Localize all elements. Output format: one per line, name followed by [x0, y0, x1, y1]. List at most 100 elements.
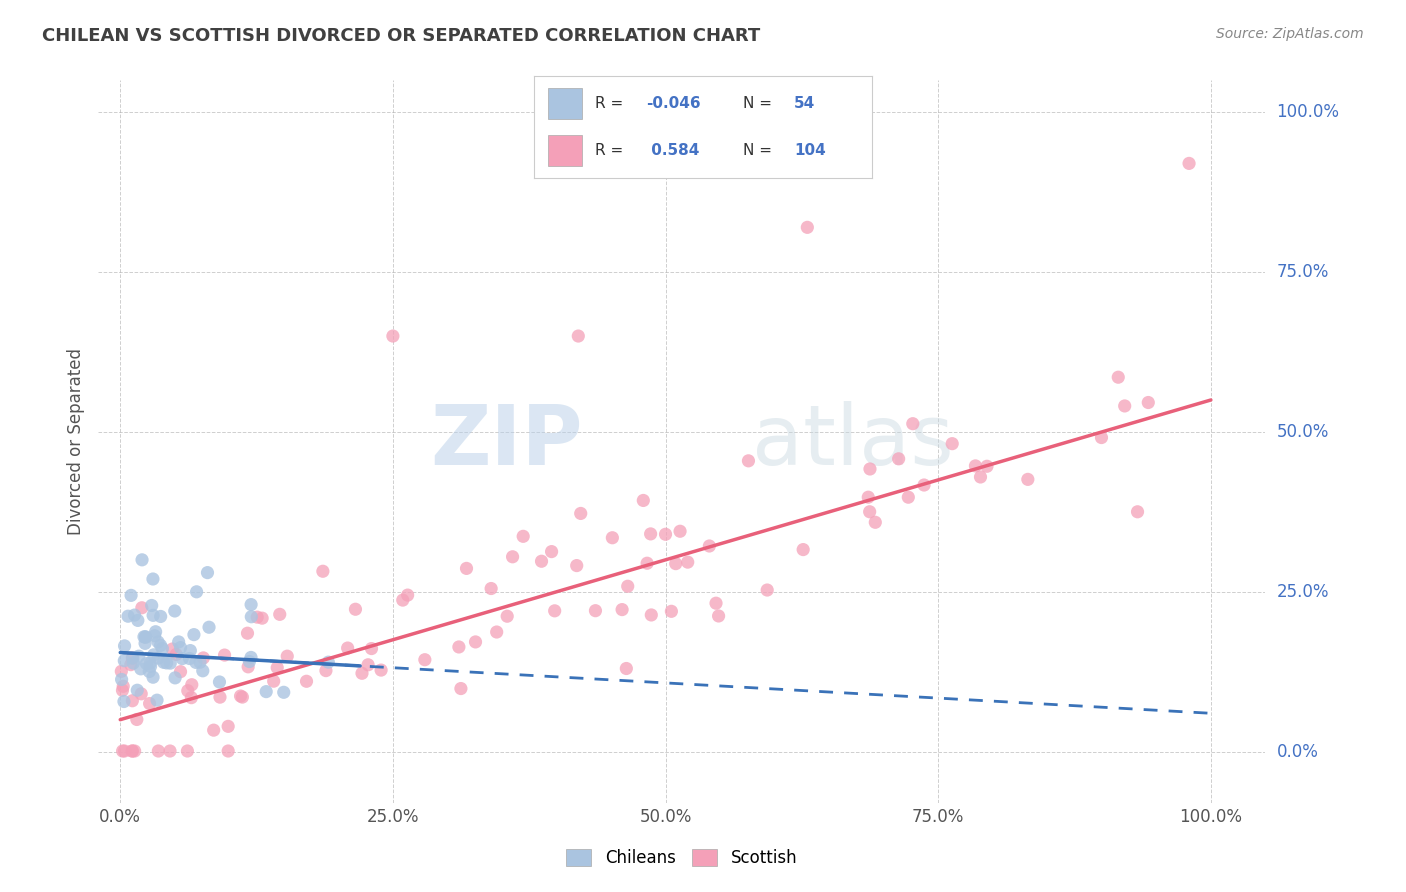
Text: -0.046: -0.046: [645, 96, 700, 111]
Point: [122, 656, 145, 670]
Point: [266, 661, 288, 675]
Point: [707, 609, 730, 624]
Point: [155, 656, 177, 670]
Point: [159, 744, 181, 758]
Point: [146, 635, 169, 649]
Point: [544, 604, 567, 618]
Point: [965, 458, 987, 473]
FancyBboxPatch shape: [548, 88, 582, 119]
Point: [141, 599, 163, 613]
Point: [162, 642, 184, 657]
Point: [240, 598, 263, 612]
Point: [193, 651, 215, 665]
Text: ZIP: ZIP: [430, 401, 582, 482]
Point: [179, 643, 201, 657]
Point: [901, 417, 924, 431]
Point: [485, 625, 508, 640]
Point: [124, 744, 146, 758]
Point: [180, 678, 202, 692]
Text: 104: 104: [794, 144, 825, 158]
Point: [1114, 399, 1136, 413]
Point: [186, 584, 208, 599]
Point: [246, 610, 269, 624]
Point: [179, 651, 201, 665]
Point: [665, 557, 688, 571]
Point: [127, 683, 149, 698]
Point: [502, 549, 524, 564]
Point: [146, 693, 169, 707]
Point: [240, 609, 263, 624]
Text: N =: N =: [744, 96, 778, 111]
Point: [381, 329, 404, 343]
Point: [191, 664, 214, 678]
Point: [887, 451, 910, 466]
FancyBboxPatch shape: [548, 136, 582, 166]
Point: [129, 662, 152, 676]
Point: [131, 553, 153, 567]
Text: 75.0%: 75.0%: [1277, 263, 1329, 281]
Point: [276, 649, 298, 664]
Point: [120, 657, 142, 672]
Point: [565, 558, 588, 573]
Point: [208, 690, 231, 705]
Point: [139, 659, 162, 673]
Point: [1126, 505, 1149, 519]
Point: [117, 609, 139, 624]
Point: [111, 683, 134, 698]
Point: [129, 687, 152, 701]
Point: [614, 661, 637, 675]
Point: [138, 697, 160, 711]
Point: [184, 656, 207, 670]
Text: R =: R =: [595, 144, 628, 158]
Point: [142, 648, 165, 662]
Text: CHILEAN VS SCOTTISH DIVORCED OR SEPARATED CORRELATION CHART: CHILEAN VS SCOTTISH DIVORCED OR SEPARATE…: [42, 27, 761, 45]
Point: [669, 524, 692, 539]
Point: [149, 638, 172, 652]
Point: [969, 470, 991, 484]
Point: [479, 582, 502, 596]
Point: [163, 604, 186, 618]
Text: atlas: atlas: [752, 401, 953, 482]
Point: [858, 490, 880, 504]
Point: [610, 602, 633, 616]
Point: [125, 713, 148, 727]
Point: [941, 436, 963, 450]
Point: [183, 627, 205, 641]
Point: [616, 579, 638, 593]
Point: [143, 629, 166, 643]
Point: [159, 656, 181, 670]
Text: R =: R =: [595, 96, 628, 111]
Point: [152, 641, 174, 656]
Point: [142, 608, 165, 623]
Point: [240, 650, 263, 665]
Point: [676, 555, 699, 569]
Text: 50.0%: 50.0%: [1277, 423, 1329, 441]
Point: [111, 744, 134, 758]
Point: [859, 505, 882, 519]
Point: [132, 630, 155, 644]
Point: [456, 561, 478, 575]
Point: [135, 630, 157, 644]
Point: [167, 635, 190, 649]
Text: 0.0%: 0.0%: [1277, 743, 1319, 761]
Point: [121, 744, 143, 758]
Point: [169, 640, 191, 655]
Point: [142, 572, 165, 586]
Point: [450, 681, 472, 696]
Point: [131, 600, 153, 615]
Point: [640, 527, 662, 541]
Point: [134, 630, 156, 644]
Point: [633, 493, 655, 508]
Point: [128, 649, 150, 664]
Text: N =: N =: [744, 144, 778, 158]
Point: [127, 614, 149, 628]
Point: [312, 564, 335, 578]
Point: [796, 220, 818, 235]
Point: [530, 554, 553, 568]
Point: [149, 609, 172, 624]
Point: [169, 665, 191, 679]
Point: [142, 670, 165, 684]
Point: [208, 675, 231, 690]
Point: [139, 656, 162, 670]
Point: [121, 651, 143, 665]
